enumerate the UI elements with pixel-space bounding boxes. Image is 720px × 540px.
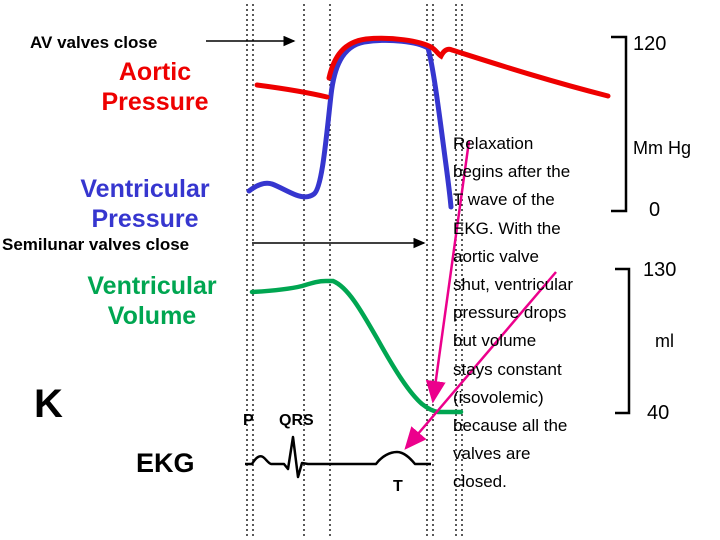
ekg-label: EKG bbox=[136, 448, 195, 478]
annotation-arrow-to-volume-curve bbox=[425, 140, 471, 404]
phase-dotted-lines bbox=[246, 4, 463, 537]
aortic-pressure-curve-left bbox=[254, 82, 330, 100]
semilunar-valves-close-label: Semilunar valves close bbox=[2, 235, 190, 254]
pressure-scale-bracket bbox=[611, 35, 628, 213]
k-label: K bbox=[34, 382, 63, 426]
ventricular-pressure-label: Ventricular Pressure bbox=[80, 175, 210, 233]
ventricular-pressure-curve bbox=[246, 37, 454, 210]
pressure-scale-bottom-value: 0 bbox=[649, 199, 661, 221]
ventricular-volume-label: Ventricular Volume bbox=[87, 272, 217, 330]
volume-scale-unit: ml bbox=[655, 331, 674, 351]
aortic-pressure-curve-main bbox=[326, 35, 611, 99]
volume-scale-bracket bbox=[615, 267, 631, 415]
t-wave-label: T bbox=[393, 478, 403, 495]
pressure-scale-top-value: 120 bbox=[633, 33, 667, 55]
qrs-wave-label: QRS bbox=[279, 412, 314, 429]
volume-scale-bottom-value: 40 bbox=[647, 402, 670, 424]
pressure-scale-unit: Mm Hg bbox=[633, 138, 691, 158]
ventricular-volume-curve bbox=[249, 278, 464, 415]
p-wave-label: P bbox=[243, 412, 254, 429]
volume-scale-top-value: 130 bbox=[643, 259, 677, 281]
aortic-pressure-label: Aortic Pressure bbox=[101, 58, 209, 116]
relaxation-annotation-text: Relaxation begins after the T wave of th… bbox=[453, 134, 573, 492]
av-valves-close-label: AV valves close bbox=[30, 33, 158, 52]
annotation-arrow-to-t-wave bbox=[404, 271, 557, 450]
ekg-trace bbox=[245, 435, 431, 479]
